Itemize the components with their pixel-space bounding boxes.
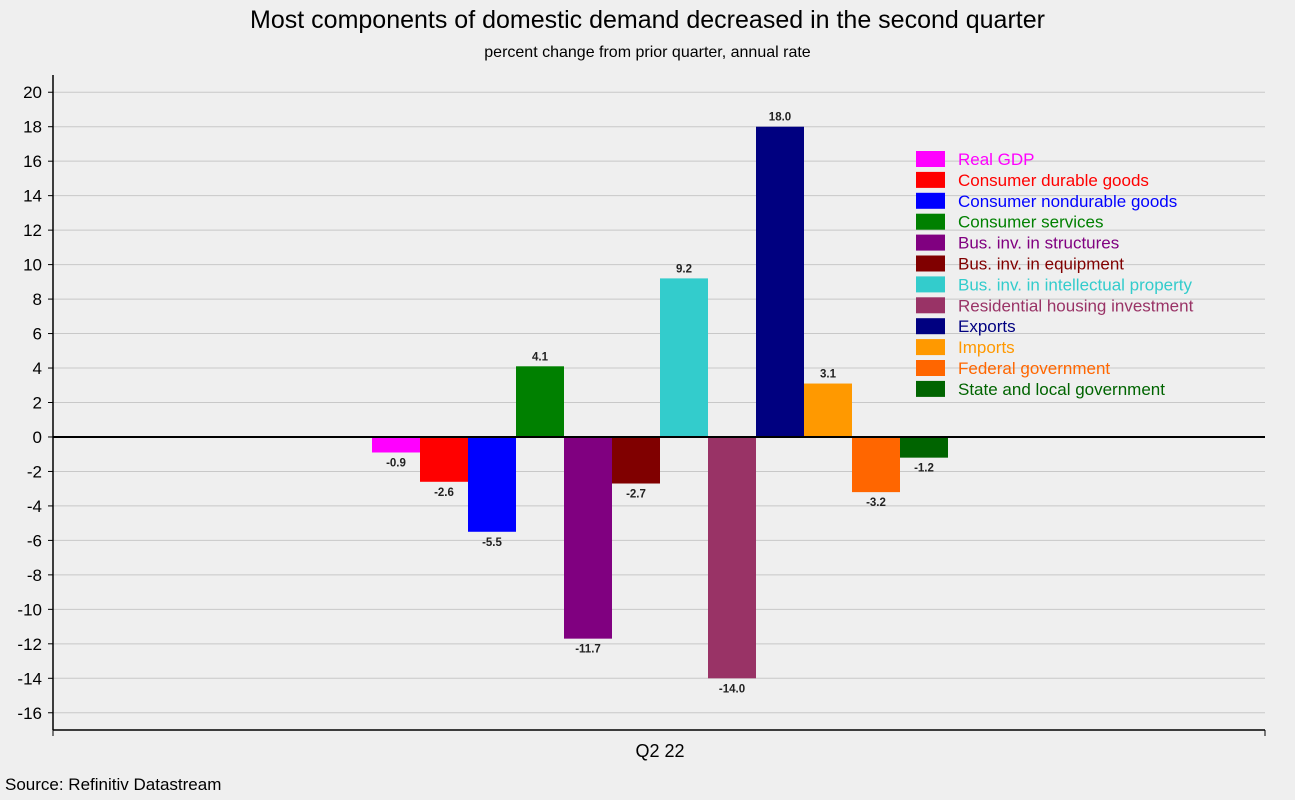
y-tick-label: 0 (33, 428, 42, 447)
legend-swatch (916, 255, 945, 272)
legend-label: Consumer durable goods (958, 171, 1149, 190)
y-tick-label: -14 (17, 669, 42, 688)
legend-swatch (916, 234, 945, 251)
bar-state-and-local-government (900, 436, 948, 458)
legend-swatch (916, 339, 945, 356)
legend-label: Consumer services (958, 213, 1104, 232)
data-label: -11.7 (575, 644, 601, 656)
legend-label: Bus. inv. in equipment (958, 255, 1124, 274)
y-tick-label: 6 (33, 325, 42, 344)
y-tick-label: -8 (27, 566, 42, 585)
bar-residential-housing-investment (708, 436, 756, 679)
chart-title: Most components of domestic demand decre… (250, 6, 1045, 34)
legend-swatch (916, 192, 945, 209)
data-label: -5.5 (482, 537, 502, 549)
y-tick-label: 10 (23, 256, 42, 275)
bar-consumer-services (516, 366, 564, 437)
legend-swatch (916, 360, 945, 376)
legend-label: State and local government (958, 380, 1165, 399)
legend-label: Real GDP (958, 150, 1035, 169)
legend-swatch (916, 213, 945, 230)
y-tick-label: 8 (33, 290, 42, 309)
legend-swatch (916, 297, 945, 314)
data-label: -0.9 (386, 457, 406, 469)
y-tick-label: 12 (23, 221, 42, 240)
axes: 20181614121086420-2-4-6-8-10-12-14-16Q2 … (17, 75, 1266, 761)
y-tick-label: -6 (27, 531, 42, 550)
legend-label: Federal government (958, 359, 1110, 378)
data-label: -14.0 (719, 683, 745, 695)
x-tick-label: Q2 22 (635, 741, 684, 761)
y-tick-label: 4 (33, 359, 42, 378)
data-label: 18.0 (769, 112, 791, 124)
legend-label: Residential housing investment (958, 296, 1194, 315)
bar-imports (804, 383, 852, 437)
y-tick-label: -10 (17, 600, 42, 619)
bar-consumer-nondurable-goods (468, 436, 516, 532)
data-label: 4.1 (532, 351, 549, 363)
bar-real-gdp (372, 436, 420, 453)
gridlines (53, 91, 1265, 714)
y-tick-label: 16 (23, 152, 42, 171)
y-tick-label: -12 (17, 635, 42, 654)
bar-bus-inv-in-equipment (612, 436, 660, 484)
bar-bus-inv-in-structures (564, 436, 612, 639)
bar-federal-government (852, 436, 900, 493)
y-tick-label: -16 (17, 704, 42, 723)
legend-label: Consumer nondurable goods (958, 192, 1177, 211)
legend-label: Exports (958, 317, 1016, 336)
legend-swatch (916, 380, 945, 397)
legend-swatch (916, 318, 945, 335)
data-label: -3.2 (866, 497, 886, 509)
legend-swatch (916, 151, 945, 167)
legend: Real GDP Consumer durable goods Consumer n… (916, 150, 1194, 399)
source-note: Source: Refinitiv Datastream (5, 775, 222, 794)
y-tick-label: 2 (33, 394, 42, 413)
data-label: 9.2 (676, 263, 692, 275)
legend-label: Imports (958, 338, 1015, 357)
legend-swatch (916, 171, 945, 188)
chart-subtitle: percent change from prior quarter, annua… (484, 44, 811, 61)
bar-consumer-durable-goods (420, 436, 468, 482)
data-label: -2.6 (434, 487, 454, 499)
data-labels: -0.9 -2.6 -5.5 4.1 -11.7 -2.7 9.2 -14.0 18.0 3.1 -… (386, 112, 934, 696)
legend-label: Bus. inv. in structures (958, 234, 1119, 253)
data-label: -2.7 (626, 489, 646, 501)
bar-exports (756, 126, 804, 437)
y-tick-label: 14 (23, 187, 42, 206)
data-label: 3.1 (820, 369, 837, 381)
legend-swatch (916, 276, 945, 293)
data-label: -1.2 (914, 463, 934, 475)
y-tick-label: -2 (27, 462, 42, 481)
bars (372, 126, 948, 679)
bar-bus-inv-in-intellectual-property (660, 278, 708, 437)
legend-label: Bus. inv. in intellectual property (958, 275, 1193, 294)
y-tick-label: -4 (27, 497, 42, 516)
y-tick-label: 20 (23, 83, 42, 102)
y-tick-label: 18 (23, 118, 42, 137)
